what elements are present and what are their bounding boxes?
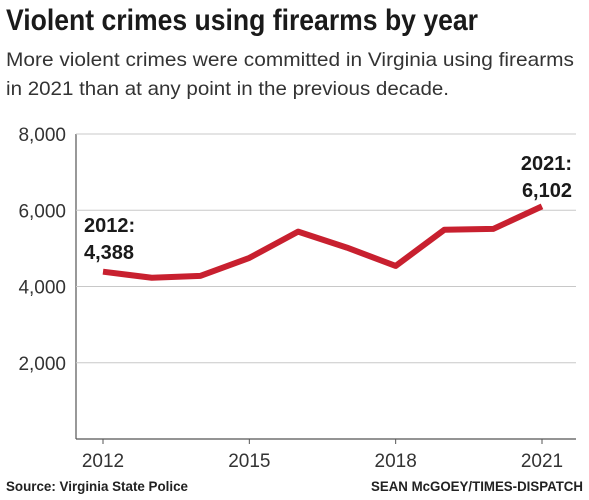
y-tick-label: 8,000	[18, 125, 66, 146]
chart-subtitle: More violent crimes were committed in Vi…	[6, 49, 574, 71]
line	[102, 203, 544, 281]
chart-subtitle: in 2021 than at any point in the previou…	[6, 78, 449, 100]
chart-title: Violent crimes using firearms by year	[6, 4, 478, 37]
annotation: 2012:	[84, 215, 135, 237]
x-tick-label: 2021	[521, 451, 563, 472]
annotation: 6,102	[522, 180, 572, 202]
annotation: 2021:	[521, 153, 572, 175]
y-tick-label: 4,000	[18, 278, 66, 299]
source: Source: Virginia State Police	[6, 478, 188, 494]
x-tick-label: 2012	[82, 451, 124, 472]
x-tick-label: 2018	[375, 451, 417, 472]
credit: SEAN McGOEY/TIMES-DISPATCH	[371, 478, 583, 494]
x-tick-label: 2015	[228, 451, 270, 472]
y-tick-label: 2,000	[18, 354, 66, 375]
annotation: 4,388	[84, 242, 134, 264]
y-tick-label: 6,000	[18, 201, 66, 222]
